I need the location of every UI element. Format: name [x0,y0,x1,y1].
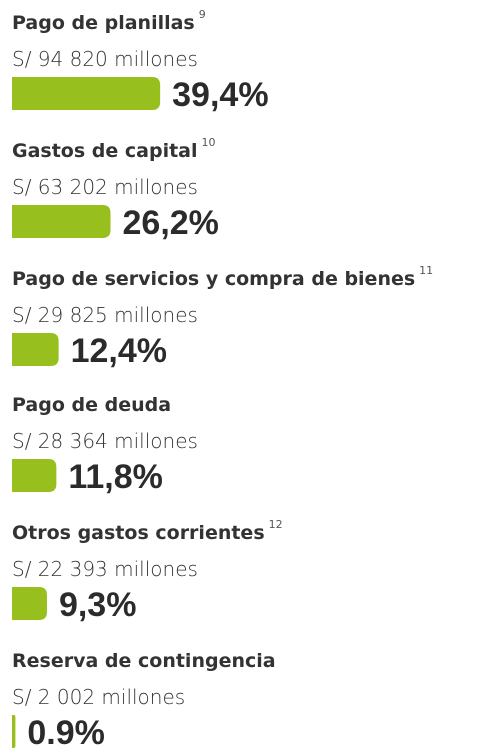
category-title: Gastos de capital [12,140,198,162]
footnote-ref: 11 [419,264,433,277]
bar [12,205,111,238]
category-title: Pago de servicios y compra de bienes [12,268,415,290]
bar [12,77,161,110]
bar [12,587,47,620]
value-label: 26,2% [123,204,219,242]
category-title: Pago de deuda [12,394,171,416]
value-label: 39,4% [172,76,268,114]
amount: S/ 94 820 millones [12,47,198,71]
category-title: Reserva de contingencia [12,650,276,672]
amount: S/ 28 364 millones [12,429,198,453]
category-title: Otros gastos corrientes [12,522,265,544]
amount: S/ 22 393 millones [12,557,198,581]
bar [12,459,57,492]
category-title: Pago de planillas [12,12,195,34]
footnote-ref: 10 [202,136,216,149]
amount: S/ 29 825 millones [12,303,198,327]
amount: S/ 63 202 millones [12,175,198,199]
amount: S/ 2 002 millones [12,685,185,709]
value-label: 9,3% [59,586,137,624]
bar [12,333,59,366]
value-label: 12,4% [71,332,167,370]
value-label: 11,8% [68,458,163,496]
bar [12,715,16,748]
value-label: 0.9% [27,714,105,749]
footnote-ref: 12 [269,518,283,531]
footnote-ref: 9 [199,8,206,21]
